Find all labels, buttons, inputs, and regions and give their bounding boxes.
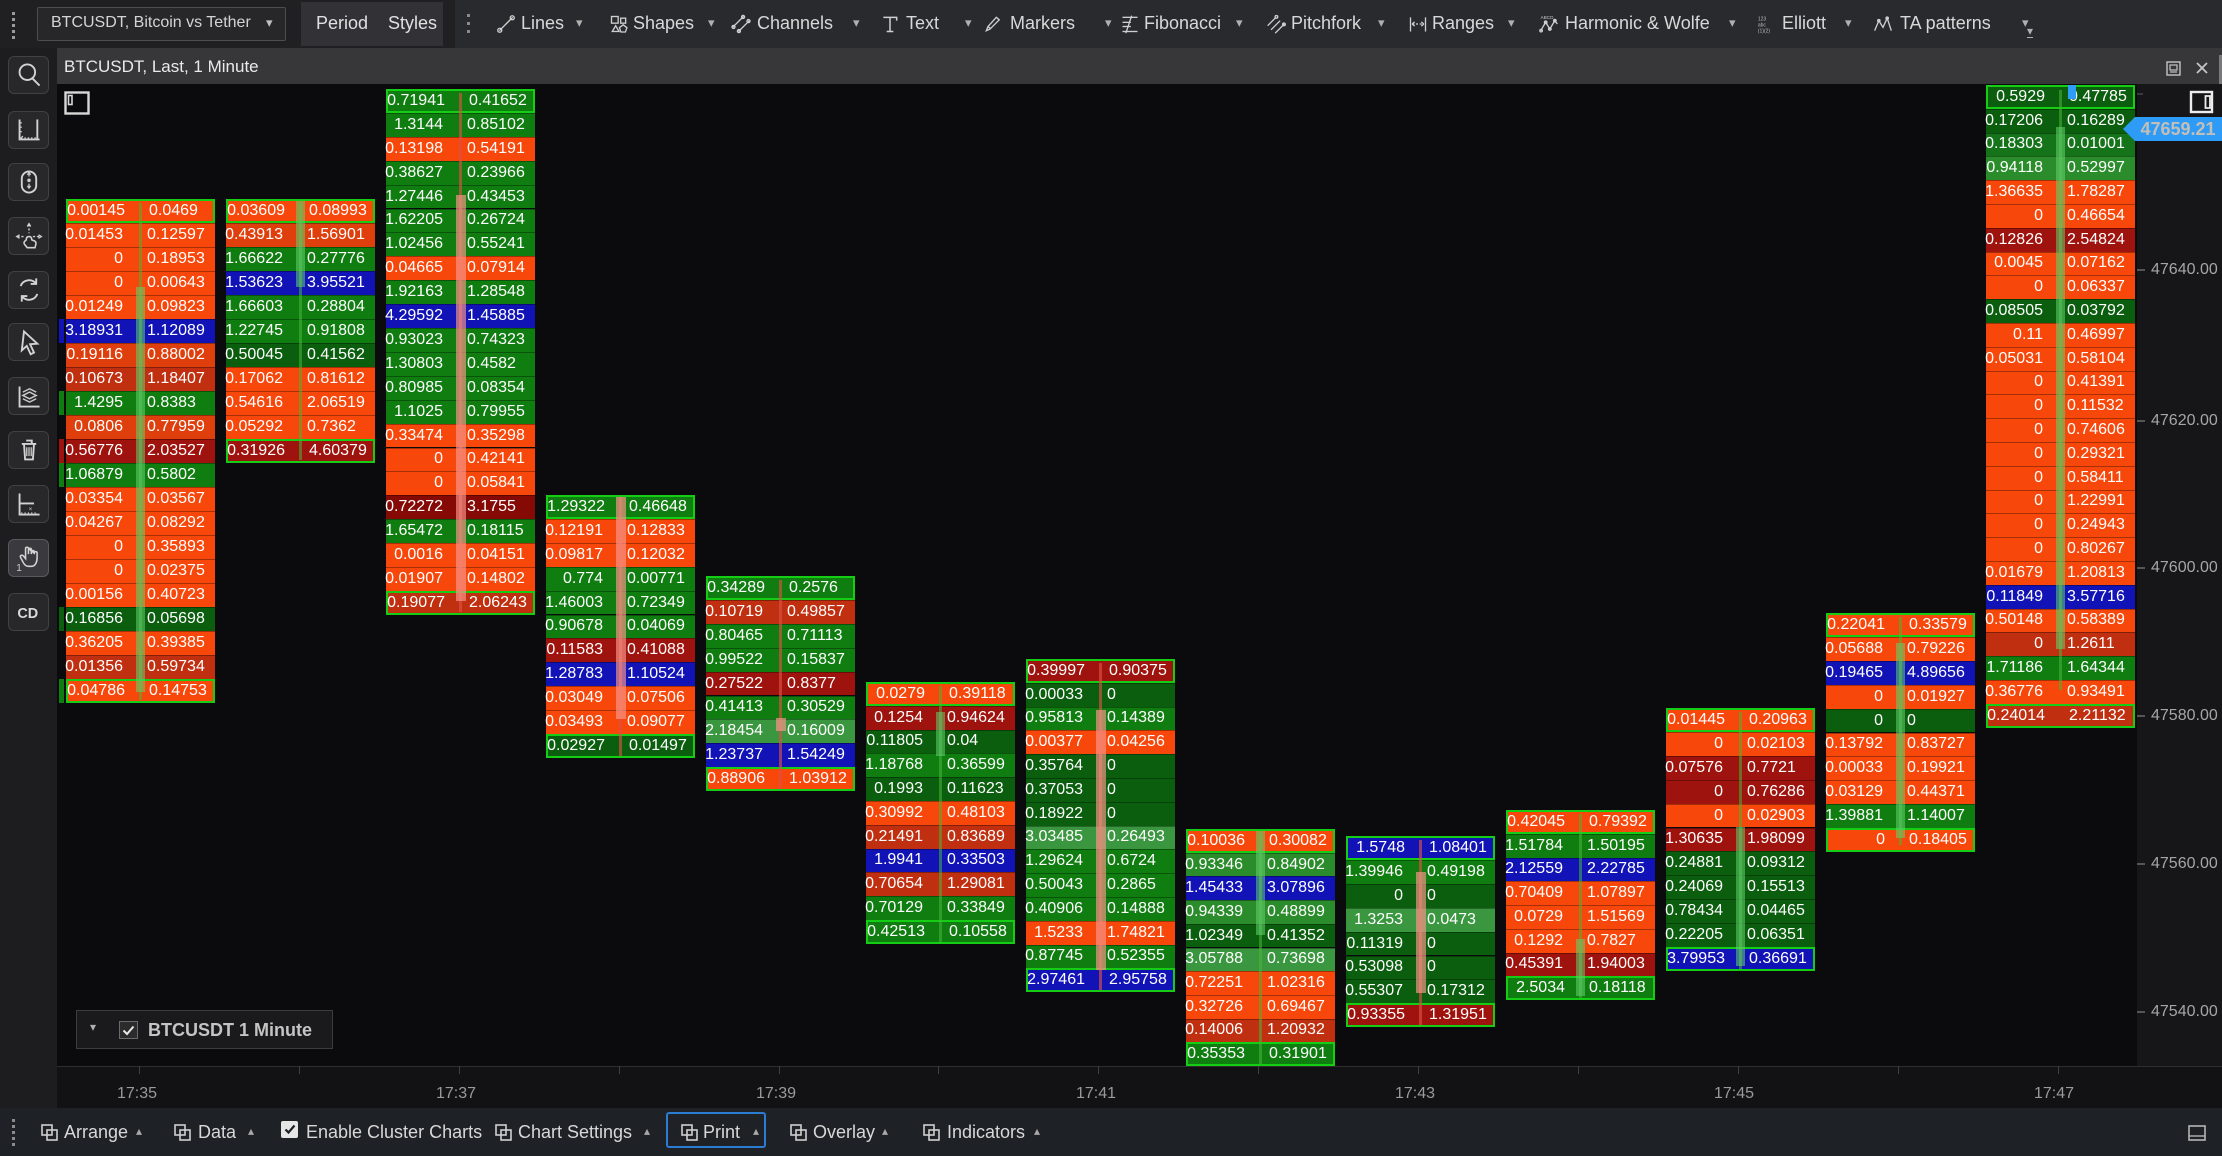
svg-text:123: 123 (1758, 17, 1767, 23)
svg-text:×: × (28, 506, 32, 513)
svg-text:(1)(2): (1)(2) (1758, 28, 1771, 34)
svg-text:ABCD: ABCD (1541, 15, 1554, 20)
svg-text:abc: abc (1758, 23, 1767, 29)
svg-text:CD: CD (17, 606, 38, 622)
svg-text:1: 1 (16, 563, 22, 573)
